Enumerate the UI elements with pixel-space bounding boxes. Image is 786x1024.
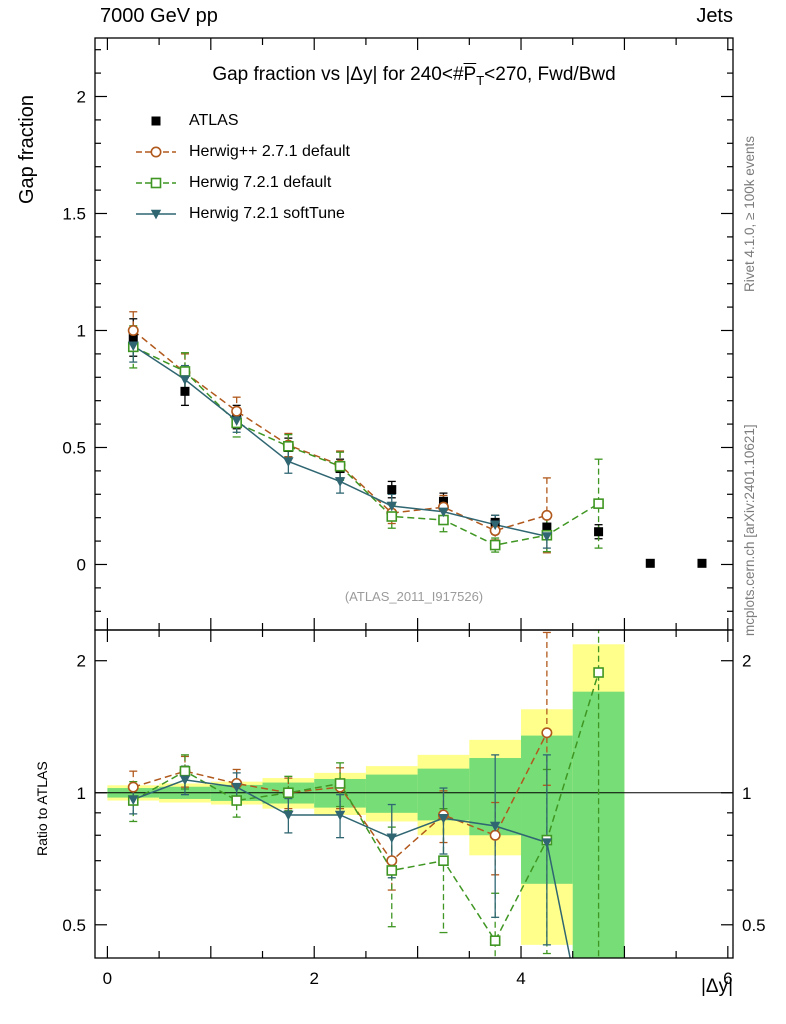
svg-text:1.5: 1.5 <box>62 204 86 223</box>
svg-text:2: 2 <box>77 652 86 671</box>
svg-text:0.5: 0.5 <box>62 438 86 457</box>
beam-label: 7000 GeV pp <box>100 5 218 27</box>
svg-text:1: 1 <box>742 784 751 803</box>
svg-text:1: 1 <box>77 321 86 340</box>
legend-label: Herwig 7.2.1 default <box>189 173 332 191</box>
legend-label: Herwig 7.2.1 softTune <box>189 204 345 222</box>
atlas-marker-icon <box>133 111 179 131</box>
svg-text:6: 6 <box>723 969 732 988</box>
legend: ATLAS Herwig++ 2.7.1 default Herwig 7.2.… <box>133 105 350 229</box>
analysis-id-watermark: (ATLAS_2011_I917526) <box>344 589 484 604</box>
plot-title: Gap fraction vs |Δy| for 240<#PT<270, Fw… <box>95 64 733 88</box>
markers-ratio <box>127 667 604 946</box>
herwig7-softtune-marker-icon <box>133 204 179 224</box>
herwig7-default-marker-icon <box>133 173 179 193</box>
legend-item-herwig7-default: Herwig 7.2.1 default <box>133 167 350 198</box>
svg-text:2: 2 <box>309 969 318 988</box>
plot-title-sub: T <box>476 72 485 88</box>
svg-text:2: 2 <box>77 87 86 106</box>
plot-title-pre: Gap fraction vs |Δy| for 240<# <box>212 64 464 85</box>
series-atlas <box>129 318 706 567</box>
rivet-version-note: Rivet 4.1.0, ≥ 100k events <box>742 136 757 292</box>
markers-main <box>127 324 707 568</box>
series-herwig-2-7-1-default <box>129 311 551 554</box>
legend-item-herwig7-softtune: Herwig 7.2.1 softTune <box>133 198 350 229</box>
svg-text:0.5: 0.5 <box>62 916 86 935</box>
y-axis-label-main: Gap fraction <box>16 95 38 204</box>
legend-item-atlas: ATLAS <box>133 105 350 136</box>
svg-text:0: 0 <box>77 555 86 574</box>
series-herwig-7-2-1-default <box>129 325 603 553</box>
plot-title-pbar: P <box>463 64 477 85</box>
mcplots-note: mcplots.cern.ch [arXiv:2401.10621] <box>742 424 757 636</box>
herwigpp-marker-icon <box>133 142 179 162</box>
process-label: Jets <box>696 5 733 27</box>
y-axis-label-ratio: Ratio to ATLAS <box>34 761 50 856</box>
series-herwig-7-2-1-softtune <box>129 328 551 549</box>
x-axis-label: |Δy| <box>700 976 733 997</box>
ratio-panel-frame <box>94 629 734 959</box>
legend-label: Herwig++ 2.7.1 default <box>189 142 350 160</box>
legend-label: ATLAS <box>189 111 239 129</box>
legend-item-herwigpp: Herwig++ 2.7.1 default <box>133 136 350 167</box>
axis-ticks <box>95 38 733 958</box>
svg-text:0.5: 0.5 <box>742 916 766 935</box>
svg-text:4: 4 <box>516 969 525 988</box>
svg-text:2: 2 <box>742 652 751 671</box>
tick-labels: 0 2 4 6 0 0.5 1 1.5 2 0.5 0.5 1 1 2 2 <box>62 87 765 988</box>
svg-text:1: 1 <box>77 784 86 803</box>
svg-text:0: 0 <box>103 969 112 988</box>
plot-title-post: <270, Fwd/Bwd <box>484 64 616 85</box>
